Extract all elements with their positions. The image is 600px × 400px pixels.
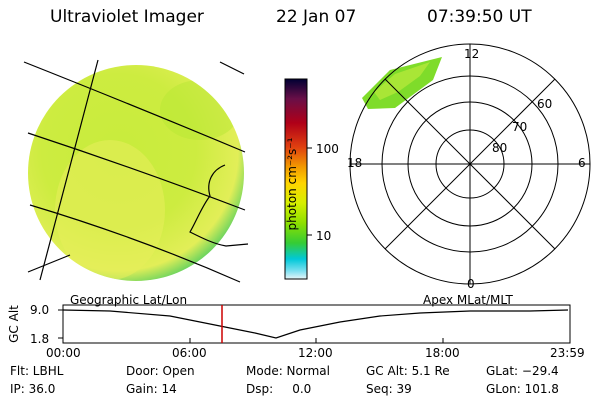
instrument-title: Ultraviolet Imager [50, 7, 204, 27]
polar-label-6: 6 [578, 156, 586, 170]
polar-label-18: 18 [347, 156, 363, 170]
footer-mode: Mode: Normal [246, 364, 330, 378]
footer-filter: Flt: LBHL [10, 364, 64, 378]
colorbar [284, 78, 312, 280]
timeline-y-min: 1.8 [30, 332, 50, 346]
time-label: 07:39:50 UT [427, 7, 532, 27]
colorbar-unit-label: photon cm⁻²s⁻¹ [285, 137, 299, 231]
polar-label-12: 12 [464, 47, 480, 61]
colorbar-tick-10: 10 [316, 229, 332, 243]
colorbar-tick-100: 100 [316, 142, 339, 156]
altitude-curve [62, 309, 569, 339]
timeline-right-title: Apex MLat/MLT [423, 293, 513, 307]
colorbar-gradient [284, 78, 308, 280]
timeline-y-max: 9.0 [30, 303, 50, 317]
date-label: 22 Jan 07 [276, 7, 357, 27]
timeline-tick-0000: 00:00 [46, 346, 81, 360]
polar-ring-label-60: 60 [537, 97, 553, 111]
timeline-y-axis-label: GC Alt [7, 305, 21, 343]
timeline-plot [58, 304, 571, 344]
footer-dsp: Dsp: 0.0 [246, 382, 312, 396]
footer-glat: GLat: −29.4 [486, 364, 559, 378]
footer-door: Door: Open [126, 364, 195, 378]
footer-glon: GLon: 101.8 [486, 382, 559, 396]
footer-gain: Gain: 14 [126, 382, 177, 396]
polar-plot [349, 43, 591, 285]
timeline-tick-1200: 12:00 [298, 346, 333, 360]
footer-gc-alt: GC Alt: 5.1 Re [366, 364, 450, 378]
timeline-tick-2359: 23:59 [550, 346, 585, 360]
footer-ip: IP: 36.0 [10, 382, 56, 396]
timeline-left-title: Geographic Lat/Lon [70, 293, 188, 307]
polar-label-0: 0 [467, 277, 475, 291]
geo-grid-lines [23, 59, 249, 283]
polar-ring-label-70: 70 [512, 120, 528, 134]
timeline-tick-1800: 18:00 [425, 346, 460, 360]
uv-image-panel [23, 59, 249, 283]
polar-ring-label-80: 80 [492, 141, 508, 155]
timeline-tick-0600: 06:00 [172, 346, 207, 360]
footer-seq: Seq: 39 [366, 382, 412, 396]
